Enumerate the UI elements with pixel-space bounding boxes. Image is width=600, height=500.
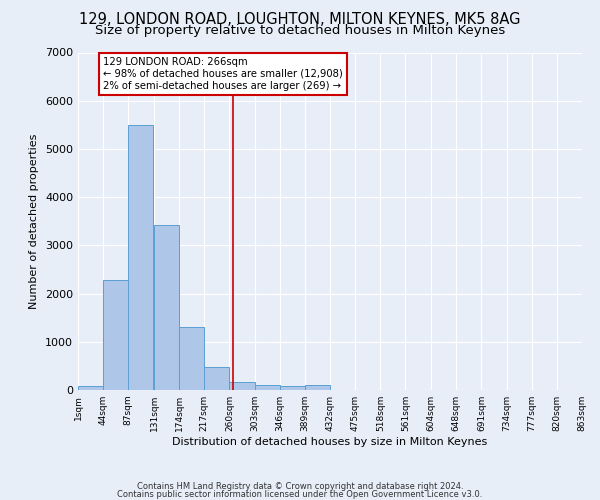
Text: Contains HM Land Registry data © Crown copyright and database right 2024.: Contains HM Land Registry data © Crown c… [137, 482, 463, 491]
Bar [204, 368, 229, 390]
Text: Size of property relative to detached houses in Milton Keynes: Size of property relative to detached ho… [95, 24, 505, 37]
Text: 129 LONDON ROAD: 266sqm
← 98% of detached houses are smaller (12,908)
2% of semi: 129 LONDON ROAD: 266sqm ← 98% of detache… [103, 58, 343, 90]
Bar [154, 224, 179, 390]
Bar [128, 125, 154, 390]
Bar [305, 385, 330, 390]
Bar [254, 385, 280, 390]
Bar [179, 328, 204, 390]
X-axis label: Distribution of detached houses by size in Milton Keynes: Distribution of detached houses by size … [172, 437, 488, 447]
Bar [103, 280, 128, 390]
Text: Contains public sector information licensed under the Open Government Licence v3: Contains public sector information licen… [118, 490, 482, 499]
Text: 129, LONDON ROAD, LOUGHTON, MILTON KEYNES, MK5 8AG: 129, LONDON ROAD, LOUGHTON, MILTON KEYNE… [79, 12, 521, 28]
Bar [78, 386, 103, 390]
Bar [280, 386, 305, 390]
Y-axis label: Number of detached properties: Number of detached properties [29, 134, 40, 309]
Bar [229, 382, 254, 390]
